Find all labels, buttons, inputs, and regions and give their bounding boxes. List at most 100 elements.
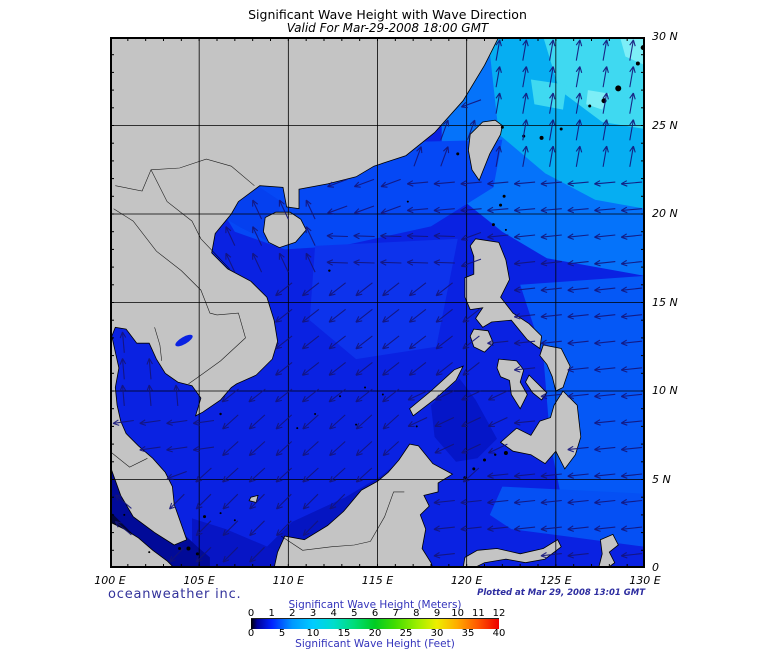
wave-arrow <box>146 358 153 380</box>
wave-arrow <box>594 286 616 294</box>
wave-arrow <box>302 520 319 537</box>
wave-arrow <box>462 467 480 483</box>
wave-arrow <box>435 335 453 350</box>
island-dot <box>635 61 640 66</box>
wave-arrow <box>540 552 562 559</box>
wave-arrow <box>329 414 346 430</box>
wave-arrow <box>513 286 536 294</box>
water-cyan-brightest-okinawa <box>586 90 610 110</box>
wave-arrow <box>567 180 589 187</box>
wave-arrow <box>433 552 455 559</box>
wave-arrow <box>620 313 643 320</box>
wave-arrow <box>248 414 266 430</box>
border-thailand-laos-cambodia <box>113 208 218 316</box>
wave-arrow <box>602 119 609 141</box>
wave-arrow <box>522 119 529 141</box>
wave-arrow <box>248 441 266 457</box>
wave-arrow <box>166 445 188 453</box>
water-pacific-south-band <box>520 275 645 524</box>
legend-meters-tick: 0 <box>247 608 255 619</box>
wave-arrow <box>567 339 589 347</box>
border-kalimantan-border <box>281 491 405 551</box>
wave-arrow <box>620 259 643 267</box>
wave-arrow <box>620 419 643 426</box>
wave-arrow <box>513 339 536 347</box>
legend-feet-tick: 0 <box>247 628 255 639</box>
wave-arrow <box>620 233 643 240</box>
wave-arrow <box>460 231 482 241</box>
island-dot <box>178 547 182 551</box>
wave-arrow <box>301 308 320 323</box>
wave-arrow <box>487 180 509 187</box>
wave-arrow <box>540 472 562 479</box>
wave-arrow <box>382 441 400 457</box>
wave-arrow <box>433 206 455 214</box>
wave-arrow <box>222 546 239 563</box>
wave-arrow <box>567 313 589 320</box>
wave-arrow <box>275 282 293 297</box>
wave-arrow <box>540 525 562 532</box>
lake-tonle-sap <box>175 334 193 347</box>
wave-arrow <box>513 259 536 267</box>
wave-arrow <box>275 388 293 403</box>
wave-arrow <box>355 308 373 323</box>
wave-arrow <box>594 525 616 532</box>
wave-arrow <box>301 282 320 297</box>
wave-arrow <box>225 226 236 246</box>
wave-arrow <box>594 313 616 320</box>
wave-arrow <box>460 498 482 506</box>
wave-arrow <box>252 226 263 246</box>
island-dot <box>483 458 486 462</box>
island-dot <box>328 269 331 272</box>
border-thailand-cambodia <box>154 327 162 361</box>
wave-arrow <box>355 467 373 483</box>
wave-arrow <box>329 493 346 510</box>
land-halmahera <box>598 533 619 568</box>
wave-arrow <box>435 282 453 297</box>
wave-arrow <box>462 308 480 323</box>
wave-arrow <box>513 366 536 373</box>
wave-arrow <box>275 520 292 537</box>
wave-arrow <box>433 525 455 532</box>
wave-arrow <box>119 384 127 406</box>
wave-arrow <box>567 286 589 294</box>
wave-arrow <box>620 286 643 294</box>
wave-arrow <box>567 472 589 479</box>
wave-arrow <box>620 472 643 479</box>
legend-meters-tick: 6 <box>371 608 379 619</box>
wave-arrow <box>252 199 263 220</box>
wave-arrow <box>461 417 481 427</box>
wave-arrow <box>328 282 346 297</box>
wave-arrow <box>248 467 266 483</box>
wave-arrow <box>522 145 529 167</box>
wave-arrow <box>540 313 562 320</box>
wave-arrow <box>620 552 643 559</box>
wave-arrow <box>629 92 636 114</box>
lat-label: 5 N <box>652 472 671 486</box>
wave-arrow <box>540 180 562 187</box>
wave-arrow <box>513 472 536 479</box>
page-title: Significant Wave Height with Wave Direct… <box>248 7 527 22</box>
wave-arrow <box>408 361 427 376</box>
wave-arrow <box>487 472 509 479</box>
wave-arrow <box>222 441 239 457</box>
island-dot <box>186 546 191 551</box>
wave-arrow <box>594 498 616 506</box>
wave-arrow <box>440 146 450 167</box>
island-dot <box>364 386 367 389</box>
wave-arrow <box>620 366 643 373</box>
wave-arrow <box>575 66 583 88</box>
wave-arrow <box>567 366 589 373</box>
wave-arrow <box>327 205 348 215</box>
wave-map-canvas <box>110 37 645 568</box>
wave-arrow <box>487 233 509 240</box>
legend-meters-tick: 12 <box>492 608 506 619</box>
lon-label: 110 E <box>272 574 305 587</box>
wave-height-colorbar <box>251 618 499 629</box>
wave-arrow <box>326 232 348 240</box>
water-java-sea-dark <box>192 518 276 568</box>
wave-arrow <box>302 414 319 430</box>
wave-arrow <box>435 361 453 376</box>
island-dot <box>472 467 476 471</box>
wave-arrow <box>567 498 589 506</box>
